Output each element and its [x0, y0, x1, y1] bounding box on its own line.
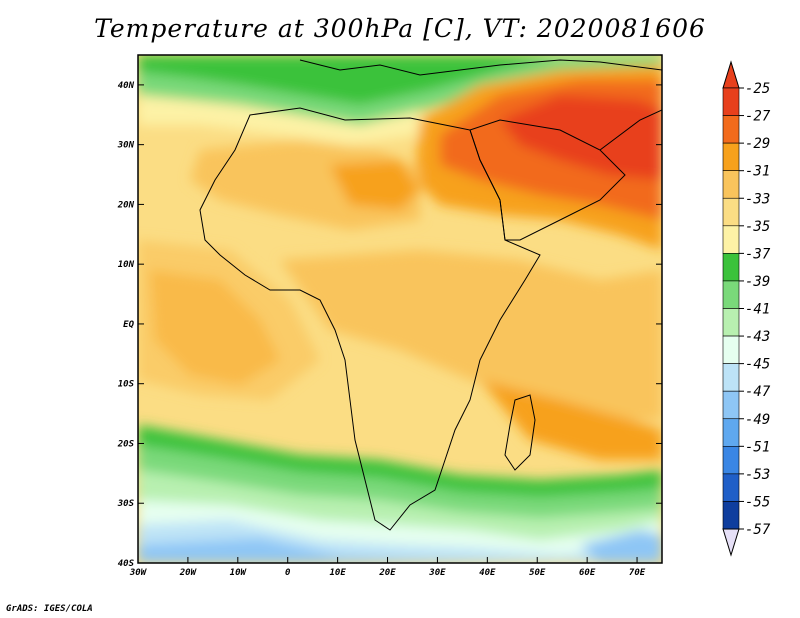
colorbar-block [722, 280, 740, 309]
colorbar-label: -53 [745, 467, 770, 483]
colorbar-label: -47 [745, 384, 771, 400]
colorbar-label: -51 [745, 439, 770, 455]
colorbar-label: -35 [745, 219, 770, 235]
colorbar-label: -57 [745, 522, 771, 538]
colorbar-label: -29 [745, 136, 770, 152]
colorbar-block [722, 253, 740, 282]
y-axis: 40N 30N 20N 10N EQ 10S 20S 30S 40S [117, 81, 662, 569]
colorbar-block [722, 225, 740, 254]
x-tick-label: 10W [230, 568, 248, 578]
x-tick-label: 50E [529, 568, 546, 578]
colorbar-block [722, 501, 740, 530]
y-tick-label: 20N [117, 200, 135, 210]
x-tick-label: 60E [579, 568, 596, 578]
colorbar-label: -49 [745, 412, 770, 428]
colorbar-label: -41 [745, 302, 770, 318]
colorbar-block [722, 308, 740, 337]
y-tick-label: 10S [118, 380, 135, 390]
colorbar-block [722, 142, 740, 171]
coastlines [199, 59, 662, 531]
y-tick-label: 40N [118, 81, 135, 91]
x-axis: 30W 20W 10W 0 10E 20E 30E 40E 50E 60E 70E [129, 557, 646, 578]
colorbar-label: -45 [745, 357, 770, 373]
y-tick-label: EQ [123, 320, 134, 330]
colorbar-block [722, 87, 740, 116]
x-tick-label: 40E [479, 568, 496, 578]
y-tick-label: 30N [117, 141, 135, 151]
colorbar-under-triangle [722, 528, 740, 557]
colorbar-block [722, 473, 740, 502]
colorbar-block [722, 335, 740, 364]
x-tick-label: 0 [285, 568, 291, 578]
colorbar-label: -55 [745, 494, 770, 510]
colorbar-over-triangle [722, 60, 740, 89]
y-tick-label: 20S [117, 439, 135, 449]
plot-frame [137, 54, 663, 564]
colorbar-label: -37 [745, 246, 771, 262]
x-tick-label: 20W [179, 568, 198, 578]
x-tick-label: 70E [629, 568, 646, 578]
colorbar-block [722, 390, 740, 420]
colorbar-block [722, 197, 740, 227]
colorbar-label: -39 [745, 274, 770, 290]
colorbar-block [722, 170, 740, 199]
x-tick-label: 20E [378, 568, 396, 578]
x-tick-label: 30E [428, 568, 446, 578]
colorbar-label: -31 [745, 164, 770, 180]
colorbar-block [722, 418, 740, 447]
credit-text: GrADS: IGES/COLA [6, 604, 93, 614]
colorbar: -25 -27 -29 -31 -33 -35 -37 -39 -41 -43 -45 -47 -49 -… [722, 60, 771, 557]
y-tick-label: 30S [117, 499, 135, 509]
colorbar-block [722, 446, 740, 475]
y-tick-label: 40S [118, 559, 135, 569]
y-tick-label: 10N [118, 260, 135, 270]
colorbar-label: -33 [745, 191, 770, 207]
colorbar-label: -43 [745, 329, 770, 345]
colorbar-label: -27 [745, 109, 771, 125]
colorbar-label: -25 [745, 81, 770, 97]
colorbar-block [722, 363, 740, 392]
x-tick-label: 30W [129, 568, 148, 578]
x-tick-label: 10E [329, 568, 346, 578]
colorbar-block [722, 115, 740, 144]
chart-title: Temperature at 300hPa [C], VT: 202008160… [94, 14, 706, 43]
temperature-field [138, 55, 662, 563]
